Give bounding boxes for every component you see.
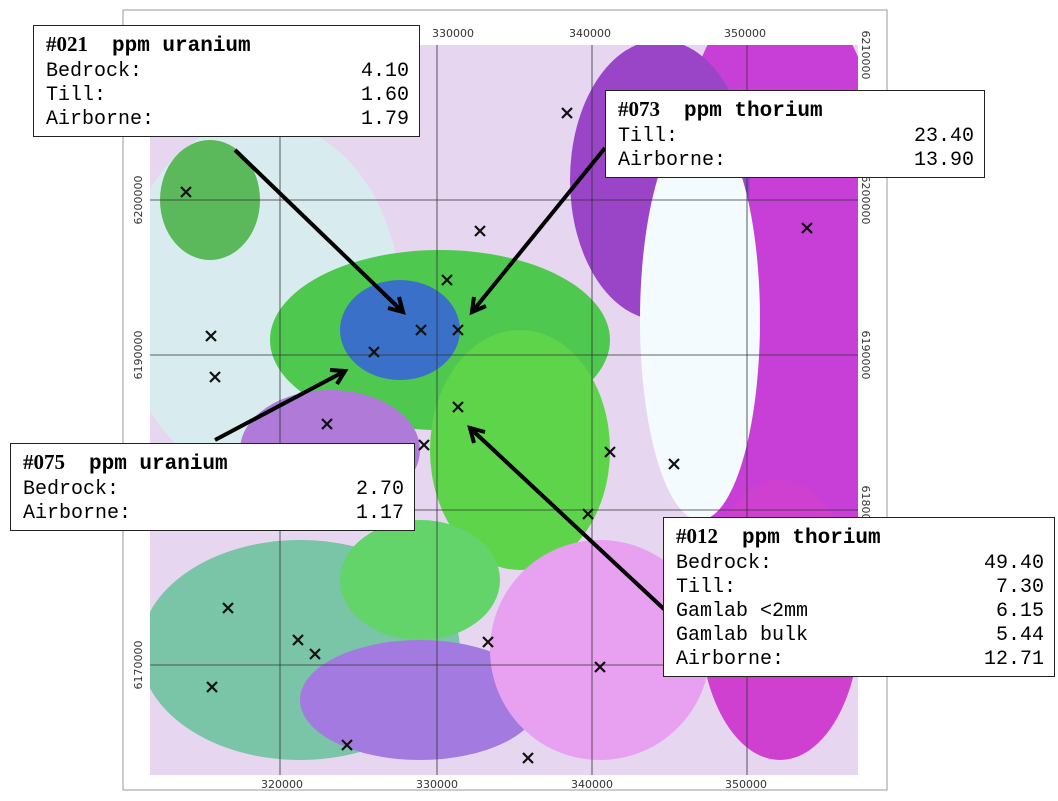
y-tick-label: 6210000 (859, 31, 872, 80)
row-label: Airborne: (618, 149, 726, 173)
row-value: 1.60 (361, 84, 409, 108)
annotation-box: #073 ppm thorium Till: 23.40 Airborne: 13.90 (605, 90, 985, 178)
annotation-title: #021 ppm uranium (46, 32, 409, 58)
annotation-title: #075 ppm uranium (23, 450, 404, 476)
quantity: ppm thorium (742, 527, 881, 550)
annotation-row: Gamlab <2mm 6.15 (676, 600, 1044, 624)
annotation-row: Airborne: 13.90 (618, 149, 974, 173)
annotation-row: Till: 23.40 (618, 125, 974, 149)
annotation-row: Gamlab bulk 5.44 (676, 624, 1044, 648)
row-value: 1.79 (361, 108, 409, 132)
row-label: Airborne: (23, 502, 131, 526)
quantity: ppm thorium (684, 100, 823, 123)
y-tick-label: 6190000 (132, 331, 145, 380)
x-tick-label: 340000 (571, 778, 613, 791)
y-tick-label: 6190000 (859, 331, 872, 380)
row-value: 2.70 (356, 478, 404, 502)
row-value: 12.71 (984, 648, 1044, 672)
quantity: ppm uranium (89, 453, 228, 476)
quantity: ppm uranium (112, 35, 251, 58)
y-tick-label: 6170000 (132, 641, 145, 690)
row-label: Till: (618, 125, 678, 149)
row-label: Gamlab bulk (676, 624, 808, 648)
row-value: 4.10 (361, 60, 409, 84)
row-label: Bedrock: (23, 478, 119, 502)
row-label: Gamlab <2mm (676, 600, 808, 624)
row-label: Airborne: (676, 648, 784, 672)
sample-id: #073 (618, 97, 660, 121)
annotation-title: #012 ppm thorium (676, 524, 1044, 550)
row-label: Till: (676, 576, 736, 600)
row-label: Bedrock: (676, 552, 772, 576)
row-value: 5.44 (996, 624, 1044, 648)
row-value: 7.30 (996, 576, 1044, 600)
x-tick-label: 350000 (724, 27, 766, 40)
row-value: 23.40 (914, 125, 974, 149)
y-tick-label: 6200000 (859, 176, 872, 225)
sample-id: #012 (676, 524, 718, 548)
annotation-row: Bedrock: 4.10 (46, 60, 409, 84)
annotation-row: Airborne: 1.17 (23, 502, 404, 526)
y-tick-label: 6200000 (132, 176, 145, 225)
x-tick-label: 340000 (569, 27, 611, 40)
annotation-row: Till: 7.30 (676, 576, 1044, 600)
x-tick-label: 320000 (261, 778, 303, 791)
sample-id: #075 (23, 450, 65, 474)
x-tick-label: 330000 (432, 27, 474, 40)
annotation-title: #073 ppm thorium (618, 97, 974, 123)
row-value: 13.90 (914, 149, 974, 173)
row-label: Bedrock: (46, 60, 142, 84)
page: 320000 330000 340000 350000 330000 340000 3500… (0, 0, 1058, 801)
annotation-row: Airborne: 12.71 (676, 648, 1044, 672)
row-value: 1.17 (356, 502, 404, 526)
annotation-row: Till: 1.60 (46, 84, 409, 108)
annotation-row: Bedrock: 49.40 (676, 552, 1044, 576)
sample-id: #021 (46, 32, 88, 56)
annotation-row: Bedrock: 2.70 (23, 478, 404, 502)
row-value: 49.40 (984, 552, 1044, 576)
annotation-row: Airborne: 1.79 (46, 108, 409, 132)
x-tick-label: 330000 (416, 778, 458, 791)
row-label: Airborne: (46, 108, 154, 132)
row-value: 6.15 (996, 600, 1044, 624)
row-label: Till: (46, 84, 106, 108)
x-tick-label: 350000 (725, 778, 767, 791)
